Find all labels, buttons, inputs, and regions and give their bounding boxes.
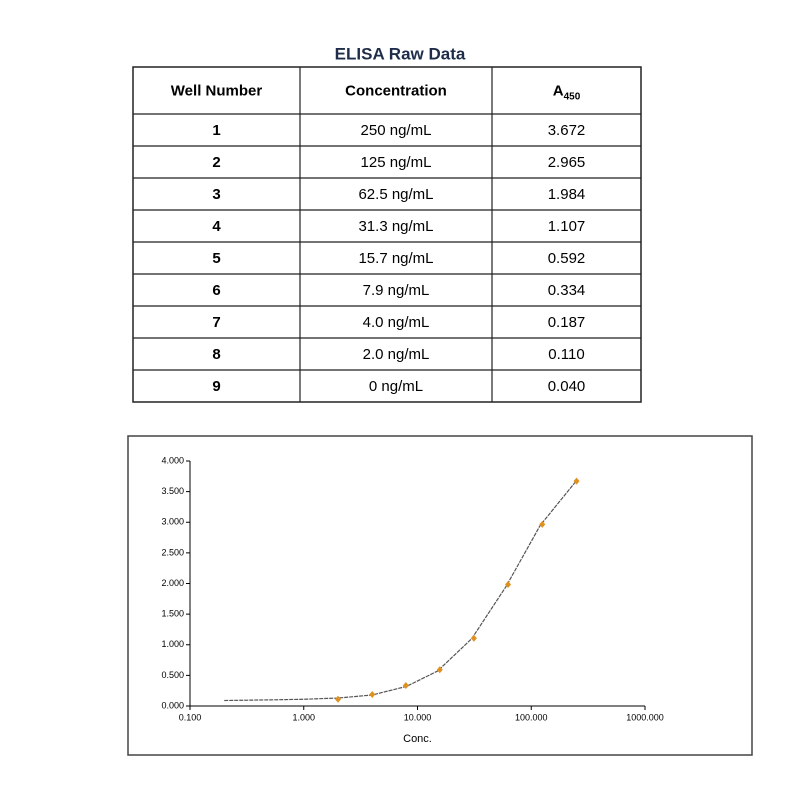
well-number: 5 [212, 250, 220, 267]
y-tick-label: 3.500 [161, 486, 184, 496]
y-tick-label: 4.000 [161, 455, 184, 465]
data-point [369, 691, 376, 699]
table-cell: 1.107 [548, 218, 586, 235]
table-cell: 0.187 [548, 314, 586, 331]
table-title: ELISA Raw Data [335, 44, 466, 63]
table-cell: 0.334 [548, 282, 586, 299]
data-point [505, 580, 512, 588]
data-point [436, 666, 443, 674]
x-tick-label: 1.000 [292, 712, 315, 722]
well-number: 3 [212, 186, 220, 203]
x-axis-label: Conc. [403, 733, 432, 745]
well-number: 4 [212, 218, 221, 235]
x-tick-label: 0.100 [179, 712, 202, 722]
well-number: 8 [212, 346, 220, 363]
table-cell: 2.965 [548, 154, 586, 171]
table-cell: 4.0 ng/mL [363, 314, 430, 331]
well-number: 9 [212, 378, 220, 395]
data-point [573, 477, 580, 485]
data-point [470, 634, 477, 642]
table-cell: 3.672 [548, 122, 586, 139]
y-tick-label: 0.000 [161, 700, 184, 710]
table-cell: 15.7 ng/mL [358, 250, 433, 267]
y-tick-label: 2.500 [161, 547, 184, 557]
column-header: Concentration [345, 82, 447, 99]
table-cell: 1.984 [548, 186, 586, 203]
table-cell: 31.3 ng/mL [358, 218, 433, 235]
data-point [334, 695, 341, 703]
data-point [402, 682, 409, 690]
table-cell: 0.592 [548, 250, 586, 267]
y-tick-label: 3.000 [161, 517, 184, 527]
header-subscript: 450 [564, 91, 581, 102]
table-cell: 250 ng/mL [361, 122, 432, 139]
well-number: 1 [212, 122, 220, 139]
data-point [539, 520, 546, 528]
table-cell: 0.110 [548, 346, 584, 363]
table-cell: 7.9 ng/mL [363, 282, 430, 299]
header-main: A [553, 82, 564, 99]
x-tick-label: 100.000 [515, 712, 548, 722]
y-tick-label: 2.000 [161, 578, 184, 588]
well-number: 6 [212, 282, 220, 299]
table-cell: 0.040 [548, 378, 586, 395]
well-number: 7 [212, 314, 220, 331]
table-border [132, 66, 642, 403]
column-header: A450 [553, 82, 581, 102]
chart-frame [127, 435, 753, 756]
x-tick-label: 10.000 [404, 712, 432, 722]
table-cell: 125 ng/mL [361, 154, 432, 171]
y-tick-label: 1.500 [161, 609, 184, 619]
column-header: Well Number [171, 82, 263, 99]
y-tick-label: 1.000 [161, 639, 184, 649]
table-cell: 62.5 ng/mL [358, 186, 433, 203]
table-cell: 2.0 ng/mL [363, 346, 430, 363]
well-number: 2 [212, 154, 220, 171]
y-tick-label: 0.500 [161, 670, 184, 680]
x-tick-label: 1000.000 [626, 712, 664, 722]
table-cell: 0 ng/mL [369, 378, 423, 395]
fit-curve [224, 480, 577, 702]
